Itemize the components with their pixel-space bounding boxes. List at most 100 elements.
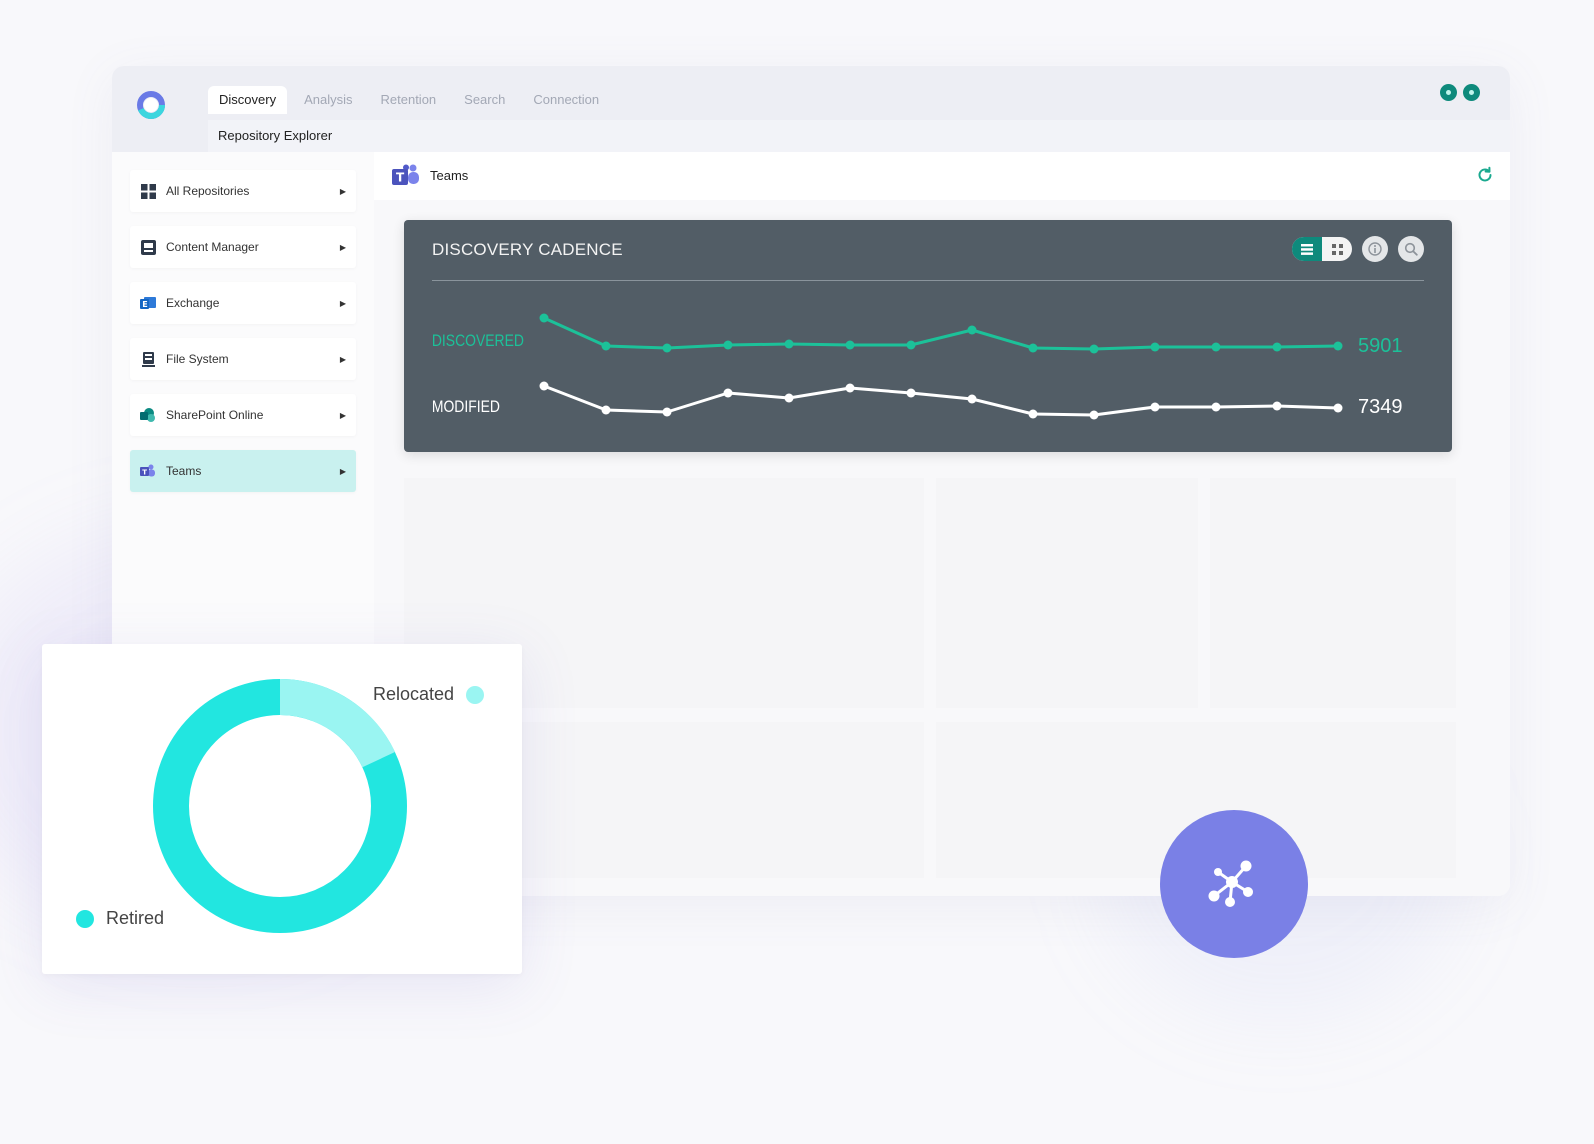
donut-chart [153, 679, 407, 933]
tab-retention[interactable]: Retention [380, 92, 437, 107]
discovered-point [539, 313, 549, 323]
main-content: T Teams DISCOVERED MODIFIED 5901 7349 DI… [374, 152, 1510, 896]
discovered-point [662, 343, 672, 353]
list-icon [1301, 243, 1313, 255]
file-system-icon [140, 351, 156, 367]
modified-value: 7349 [1358, 396, 1403, 418]
window-controls [1440, 84, 1480, 101]
dashboard-panel [1210, 478, 1456, 708]
discovered-label: DISCOVERED [432, 332, 524, 351]
divider [432, 280, 1424, 281]
search-icon [1404, 242, 1418, 256]
retention-donut-card: Relocated Retired [42, 644, 522, 974]
sidebar-item-label: Content Manager [166, 240, 259, 254]
modified-point [1089, 410, 1099, 420]
card-title: DISCOVERY CADENCE [432, 240, 623, 259]
discovered-line [543, 316, 1339, 351]
subnav-repository-explorer[interactable]: Repository Explorer [208, 120, 1510, 152]
card-toolbar [1292, 236, 1424, 262]
chevron-right-icon: ▶ [339, 298, 346, 308]
discovered-point [1272, 342, 1282, 352]
info-button[interactable] [1362, 236, 1388, 262]
modified-label: MODIFIED [432, 398, 500, 417]
legend-retired: Retired [76, 908, 164, 929]
teams-icon: T [392, 164, 419, 185]
legend-relocated: Relocated [373, 684, 485, 705]
sidebar: All Repositories ▶ Content Manager ▶ E E… [130, 170, 356, 506]
legend-dot [76, 909, 94, 928]
main-tabs: Discovery Analysis Retention Search Conn… [208, 86, 610, 114]
discovered-point [784, 339, 794, 349]
sidebar-item-teams[interactable]: T Teams ▶ [130, 450, 356, 492]
window-control-button[interactable] [1463, 84, 1480, 101]
dashboard-panel [936, 478, 1198, 708]
content-manager-icon [140, 239, 156, 255]
sidebar-item-file-system[interactable]: File System ▶ [130, 338, 356, 380]
app-window: Discovery Analysis Retention Search Conn… [112, 66, 1510, 896]
modified-point [1028, 409, 1038, 419]
sidebar-item-content-manager[interactable]: Content Manager ▶ [130, 226, 356, 268]
chevron-right-icon: ▶ [339, 354, 346, 364]
tab-connection[interactable]: Connection [533, 92, 600, 107]
chevron-right-icon: ▶ [339, 242, 346, 252]
discovered-point [1089, 344, 1099, 354]
legend-label: Relocated [373, 684, 455, 704]
modified-point [601, 405, 611, 415]
donut-slice-relocated [153, 679, 407, 933]
chevron-right-icon: ▶ [339, 186, 346, 196]
cadence-sparklines: DISCOVERED MODIFIED 5901 7349 [432, 313, 1403, 420]
modified-point [723, 388, 733, 398]
sidebar-item-label: All Repositories [166, 184, 250, 198]
legend-label: Retired [106, 908, 165, 928]
sidebar-item-label: File System [166, 352, 229, 366]
modified-point [1272, 401, 1282, 411]
sidebar-item-sharepoint-online[interactable]: SharePoint Online ▶ [130, 394, 356, 436]
chevron-right-icon: ▶ [339, 410, 346, 420]
modified-point [662, 407, 672, 417]
info-icon [1368, 242, 1382, 256]
sharepoint-icon [140, 407, 156, 423]
sidebar-item-label: Exchange [166, 296, 220, 310]
modified-point [1211, 402, 1221, 412]
discovered-point [1150, 342, 1160, 352]
discovered-point [906, 340, 916, 350]
tab-search[interactable]: Search [464, 92, 506, 107]
search-button[interactable] [1398, 236, 1424, 262]
teams-icon: T [140, 463, 156, 479]
modified-point [845, 383, 855, 393]
grid-icon [1331, 243, 1343, 255]
discovered-point [1028, 343, 1038, 353]
discovered-value: 5901 [1358, 335, 1403, 357]
svg-text:T: T [142, 469, 147, 477]
chevron-right-icon: ▶ [339, 466, 346, 476]
sidebar-item-all-repositories[interactable]: All Repositories ▶ [130, 170, 356, 212]
modified-point [1333, 403, 1343, 413]
svg-text:E: E [142, 300, 147, 309]
grid-view-button[interactable] [1322, 237, 1352, 261]
discovery-cadence-card: DISCOVERED MODIFIED 5901 7349 DISCOVERY … [404, 220, 1452, 452]
discovered-point [1333, 341, 1343, 351]
sidebar-item-exchange[interactable]: E Exchange ▶ [130, 282, 356, 324]
app-logo-icon [137, 91, 165, 119]
modified-point [539, 381, 549, 391]
discovered-point [723, 340, 733, 350]
network-graph-button[interactable] [1160, 810, 1308, 958]
grid-icon [140, 183, 156, 199]
page-title: Teams [430, 168, 469, 183]
discovered-point [967, 325, 977, 335]
list-view-button[interactable] [1292, 237, 1322, 261]
top-bar: Discovery Analysis Retention Search Conn… [112, 66, 1510, 152]
refresh-icon[interactable] [1476, 166, 1494, 184]
modified-point [784, 393, 794, 403]
sidebar-item-label: Teams [166, 464, 202, 478]
discovered-point [845, 340, 855, 350]
tab-discovery[interactable]: Discovery [208, 86, 288, 114]
svg-text:T: T [396, 171, 405, 185]
modified-point [906, 388, 916, 398]
discovered-point [601, 341, 611, 351]
discovered-point [1211, 342, 1221, 352]
exchange-icon: E [140, 295, 156, 311]
tab-analysis[interactable]: Analysis [304, 92, 353, 107]
modified-line [543, 384, 1339, 417]
window-control-button[interactable] [1440, 84, 1457, 101]
